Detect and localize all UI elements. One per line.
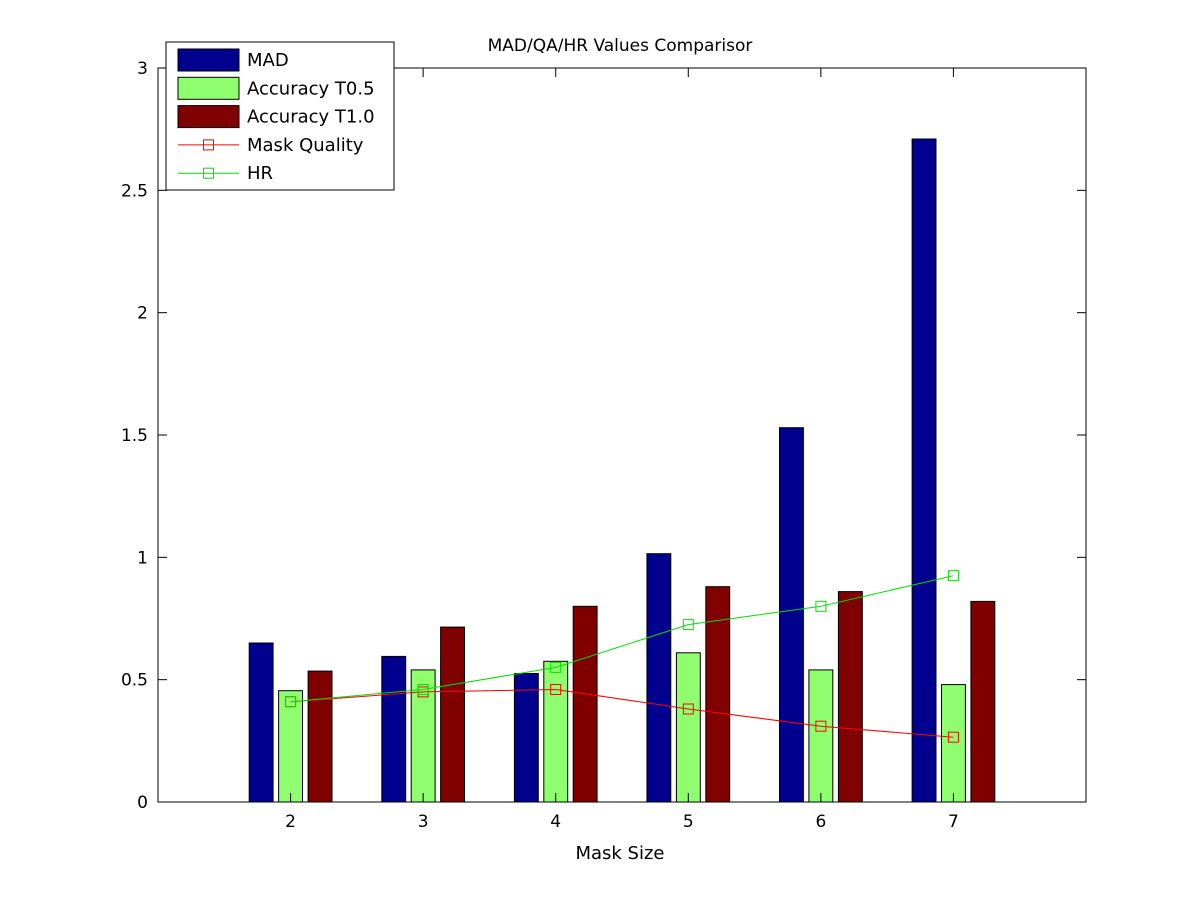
legend-label-accuracy-t1-0: Accuracy T1.0	[247, 107, 375, 128]
bar-mad-4	[513, 673, 539, 803]
marker-hr-4	[550, 661, 562, 673]
marker-mask-quality-7	[947, 731, 959, 743]
legend-label-mad: MAD	[247, 50, 289, 71]
y-tick-label: 2	[137, 304, 148, 324]
bar-accuracy-t0-5-7	[941, 684, 966, 803]
marker-mask-quality-4	[550, 684, 562, 695]
y-tick-label: 1.5	[121, 426, 148, 446]
y-tick-label: 2.5	[121, 181, 148, 201]
line-hr	[290, 575, 954, 703]
ticks-layer: 2 3 4 5 6 7 0 0.5 1 1.5 2 2.5 3	[121, 59, 1086, 832]
bar-accuracy-t1-0-4	[572, 605, 598, 803]
bar-mad-2	[248, 642, 274, 803]
chart-title: MAD/QA/HR Values Comparisor	[488, 36, 753, 56]
marker-hr-6	[815, 600, 827, 612]
marker-hr-3	[417, 684, 429, 695]
y-tick-label: 1	[137, 548, 148, 568]
bars-layer	[248, 138, 996, 803]
x-tick-label: 4	[550, 812, 561, 832]
bar-accuracy-t0-5-6	[808, 669, 834, 803]
x-tick-label: 3	[418, 812, 429, 832]
bar-mad-6	[779, 427, 804, 803]
lines-layer	[285, 570, 959, 743]
bar-accuracy-t1-0-7	[970, 600, 996, 803]
bar-accuracy-t1-0-2	[307, 670, 333, 803]
bar-accuracy-t1-0-6	[837, 591, 863, 803]
legend-swatch-mad	[177, 48, 240, 72]
legend-items: MAD Accuracy T0.5 Accuracy T1.0 Mask Qualit…	[177, 48, 375, 184]
bar-accuracy-t0-5-5	[675, 652, 701, 803]
y-tick-label: 3	[137, 59, 148, 79]
marker-mask-quality-6	[815, 720, 827, 732]
marker-hr-5	[682, 619, 694, 631]
bar-mad-7	[911, 138, 937, 803]
bar-mad-5	[646, 553, 672, 803]
legend-swatch-accuracy-t1-0	[177, 105, 240, 129]
x-tick-label: 7	[948, 812, 959, 832]
bar-accuracy-t0-5-2	[278, 690, 304, 803]
legend-label-hr: HR	[247, 163, 273, 184]
marker-hr-2	[285, 696, 297, 708]
legend: MAD Accuracy T0.5 Accuracy T1.0 Mask Qualit…	[165, 41, 395, 191]
x-axis-label: Mask Size	[575, 843, 664, 864]
legend-label-mask-quality: Mask Quality	[247, 135, 364, 156]
legend-marker-mask-quality	[203, 139, 214, 151]
x-tick-label: 6	[815, 812, 826, 832]
y-tick-label: 0.5	[121, 671, 148, 691]
legend-marker-hr	[203, 167, 214, 179]
legend-swatch-accuracy-t0-5	[177, 76, 240, 100]
bar-mad-3	[381, 655, 407, 803]
y-tick-label: 0	[137, 793, 148, 813]
legend-label-accuracy-t0-5: Accuracy T0.5	[247, 78, 375, 99]
line-mask-quality	[290, 688, 954, 738]
x-tick-label: 2	[285, 812, 296, 832]
marker-mask-quality-5	[682, 703, 694, 715]
x-tick-label: 5	[683, 812, 694, 832]
marker-hr-7	[947, 570, 959, 582]
bar-accuracy-t1-0-3	[440, 626, 466, 803]
bar-accuracy-t0-5-4	[543, 660, 569, 803]
